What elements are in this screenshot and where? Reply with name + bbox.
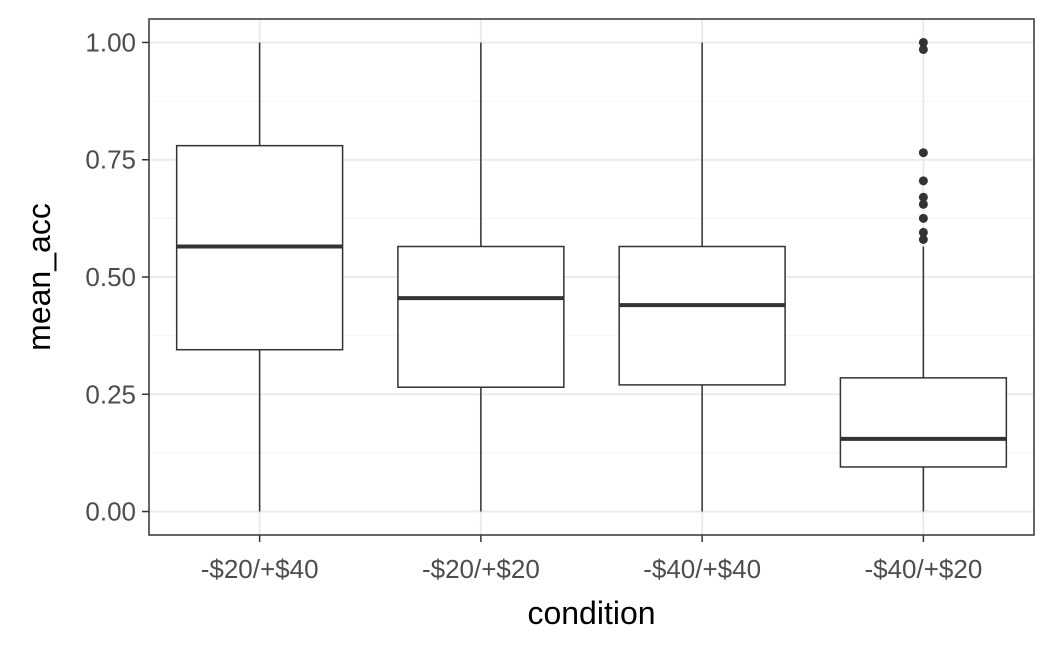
outlier-point xyxy=(918,37,928,47)
box-group xyxy=(839,37,1008,512)
x-tick-label: -$40/+$40 xyxy=(643,554,761,584)
outlier-point xyxy=(918,176,928,186)
outlier-point xyxy=(918,227,928,237)
outlier-point xyxy=(918,192,928,202)
iqr-box xyxy=(618,245,786,386)
y-tick-label: 0.50 xyxy=(85,262,136,292)
box-group xyxy=(175,42,344,512)
iqr-box xyxy=(397,245,565,388)
x-tick-label: -$20/+$20 xyxy=(422,554,540,584)
iqr-box xyxy=(839,377,1008,468)
axis-layer: 0.00 0.25 0.50 0.75 1.00 -$20/+$40 -$20/+$20 -$… xyxy=(85,27,982,584)
y-tick-label: 0.75 xyxy=(85,145,136,175)
y-tick-label: 1.00 xyxy=(85,27,136,57)
outlier-point xyxy=(918,199,928,209)
box-group xyxy=(618,42,786,512)
outlier-point xyxy=(918,234,928,244)
x-axis-title: condition xyxy=(527,595,655,631)
outlier-point xyxy=(918,44,928,54)
box-layer xyxy=(175,37,1008,512)
box-group xyxy=(397,42,565,512)
y-axis-title: mean_acc xyxy=(21,203,57,351)
x-tick-label: -$40/+$20 xyxy=(864,554,982,584)
outlier-point xyxy=(918,148,928,158)
y-tick-label: 0.00 xyxy=(85,497,136,527)
outlier-point xyxy=(918,213,928,223)
y-tick-label: 0.25 xyxy=(85,379,136,409)
x-tick-label: -$20/+$40 xyxy=(201,554,319,584)
